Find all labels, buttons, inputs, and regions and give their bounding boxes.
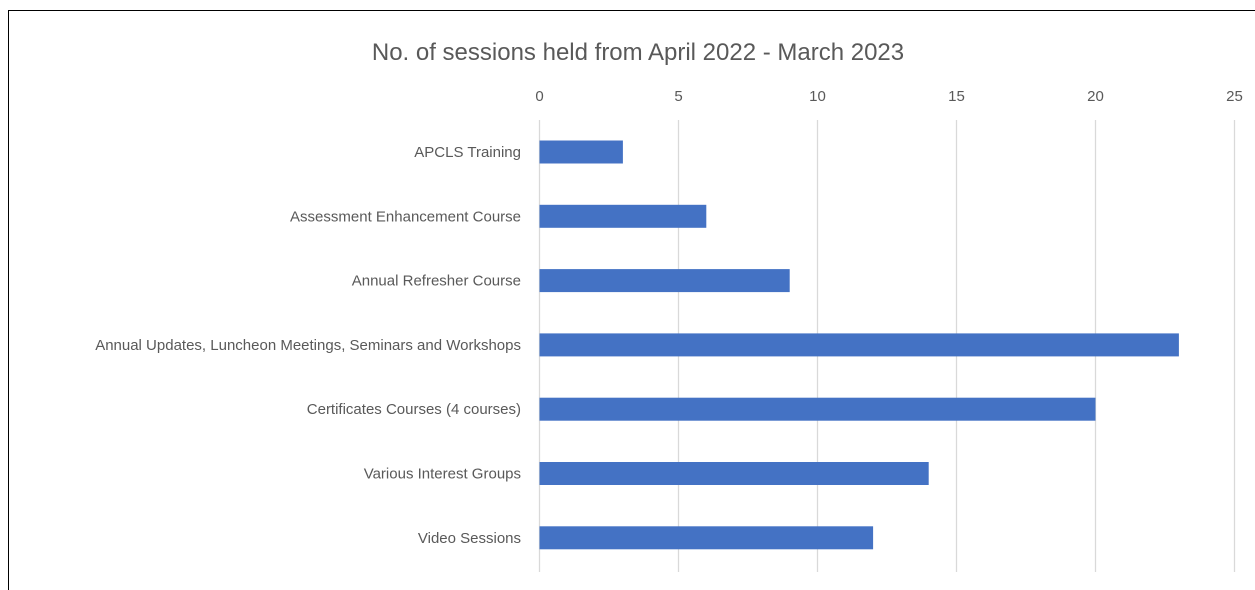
chart-frame — [8, 10, 1255, 590]
bar — [539, 526, 874, 550]
bar — [539, 140, 623, 164]
x-tick-label: 5 — [674, 88, 682, 105]
x-tick-label: 0 — [535, 88, 543, 105]
x-tick-label: 15 — [948, 88, 965, 105]
x-tick-label: 25 — [1226, 88, 1243, 105]
category-label: Video Sessions — [418, 530, 521, 547]
bar — [539, 462, 929, 485]
x-tick-label: 10 — [809, 88, 826, 105]
category-label: Annual Refresher Course — [352, 273, 521, 290]
category-label: Assessment Enhancement Course — [290, 208, 521, 225]
chart-title: No. of sessions held from April 2022 - M… — [372, 39, 904, 66]
category-label: APCLS Training — [414, 144, 521, 161]
category-labels: APCLS Training Assessment Enhancement Cou… — [95, 144, 521, 547]
category-label: Certificates Courses (4 courses) — [307, 401, 521, 418]
bar — [539, 204, 707, 228]
bar — [539, 397, 1096, 421]
category-label: Various Interest Groups — [364, 466, 521, 483]
bar — [539, 333, 1179, 357]
x-axis-tick-labels: 0 5 10 15 20 25 — [535, 88, 1243, 105]
bar — [539, 269, 790, 293]
category-label: Annual Updates, Luncheon Meetings, Semin… — [95, 337, 521, 354]
bars — [539, 140, 1179, 550]
x-tick-label: 20 — [1087, 88, 1104, 105]
